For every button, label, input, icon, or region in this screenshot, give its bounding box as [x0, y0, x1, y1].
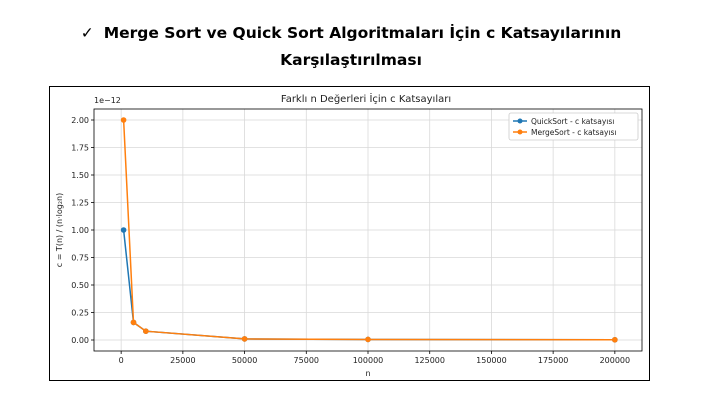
data-point: [143, 328, 149, 334]
y-axis-label: c = T(n) / (n·log₂n): [55, 193, 64, 268]
x-tick-label: 25000: [170, 356, 195, 365]
data-point: [120, 227, 127, 233]
legend-marker: [517, 129, 523, 135]
x-axis-label: n: [365, 369, 370, 378]
data-point: [120, 117, 127, 123]
y-tick-label: 1.00: [71, 226, 89, 235]
y-tick-label: 1.75: [71, 144, 89, 153]
x-tick-label: 175000: [538, 356, 569, 365]
data-point: [130, 319, 137, 326]
x-tick-label: 150000: [476, 356, 507, 365]
x-tick-label: 125000: [414, 356, 445, 365]
y-scale-note: 1e−12: [94, 96, 121, 105]
check-mark-icon: ✓: [80, 24, 94, 42]
x-tick-label: 0: [119, 356, 124, 365]
legend-marker: [517, 118, 523, 124]
series-group: [120, 117, 618, 343]
line-chart: Farklı n Değerleri İçin c Katsayıları 1e…: [55, 92, 643, 378]
legend: QuickSort - c katsayısı MergeSort - c kat…: [508, 112, 639, 141]
x-tick-label: 200000: [600, 356, 631, 365]
series-line-mergesort: [122, 119, 615, 341]
slide-title-line-2: Karşılaştırılması: [280, 51, 422, 69]
data-point: [241, 336, 248, 342]
chart-title: Farklı n Değerleri İçin c Katsayıları: [281, 92, 451, 105]
x-tick-label: 100000: [353, 356, 384, 365]
grid: [94, 109, 642, 351]
y-tick-label: 2.00: [71, 116, 89, 125]
y-tick-label: 1.50: [71, 171, 89, 180]
y-tick-label: 0.25: [71, 309, 89, 318]
legend-label: MergeSort - c katsayısı: [531, 128, 617, 137]
y-tick-label: 0.00: [71, 336, 89, 345]
slide-title-text-1: Merge Sort ve Quick Sort Algoritmaları İ…: [103, 24, 622, 42]
axis-ticks: 0 25000 50000 75000 100000 125000 150000 175000…: [71, 116, 630, 365]
data-point: [365, 336, 371, 343]
x-tick-label: 75000: [294, 356, 319, 365]
legend-label: QuickSort - c katsayısı: [531, 117, 614, 126]
y-tick-label: 0.75: [71, 254, 89, 263]
slide-title-line-1: ✓ Merge Sort ve Quick Sort Algoritmaları …: [0, 20, 702, 47]
y-tick-label: 0.50: [71, 281, 89, 290]
legend-box: [508, 112, 639, 141]
x-tick-label: 50000: [232, 356, 257, 365]
data-point: [612, 336, 618, 343]
chart-figure: Farklı n Değerleri İçin c Katsayıları 1e…: [49, 86, 650, 381]
y-tick-label: 1.25: [71, 199, 89, 208]
slide-title: ✓ Merge Sort ve Quick Sort Algoritmaları …: [0, 20, 702, 74]
